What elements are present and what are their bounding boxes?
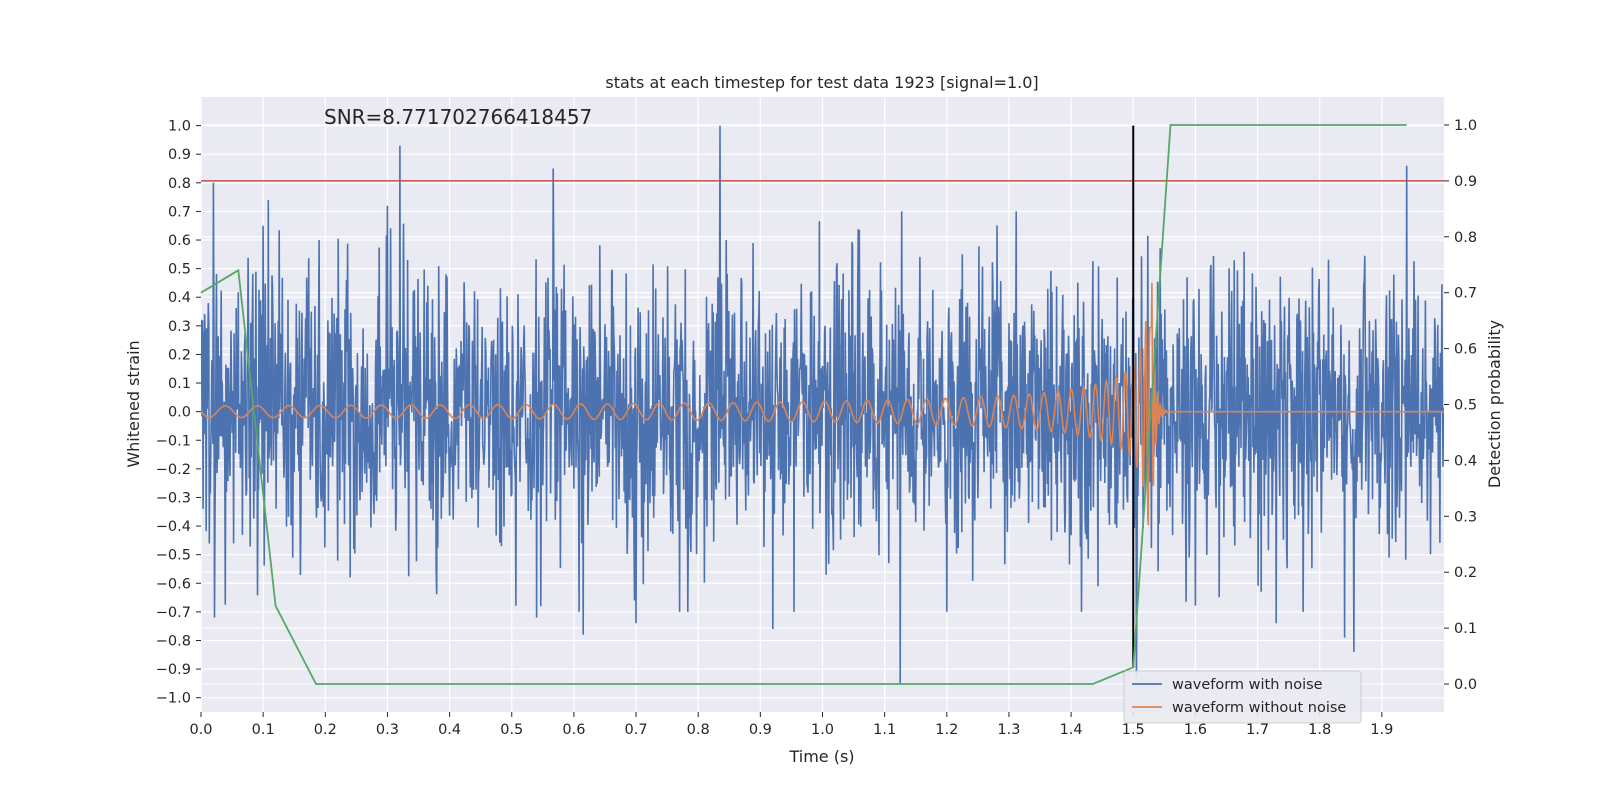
x-tick-label: 0.0 [189, 722, 212, 738]
y-tick-label: −0.2 [156, 462, 191, 478]
x-tick-label: 1.0 [811, 722, 834, 738]
x-tick-label: 1.4 [1060, 722, 1083, 738]
x-tick-label: 0.8 [687, 722, 710, 738]
y2-tick-label: 0.1 [1454, 621, 1477, 637]
x-tick-label: 0.6 [562, 722, 585, 738]
y2-tick-label: 0.5 [1454, 398, 1477, 414]
x-tick-label: 0.4 [438, 722, 461, 738]
y-tick-label: −0.9 [156, 662, 191, 678]
y2-tick-label: 0.9 [1454, 174, 1477, 190]
y-tick-label: 0.6 [168, 233, 191, 249]
x-tick-label: 1.8 [1308, 722, 1331, 738]
x-tick-label: 1.1 [873, 722, 896, 738]
y2-tick-label: 0.4 [1454, 453, 1477, 469]
y2-axis-label: Detection probability [1485, 320, 1504, 488]
series-layer [200, 124, 1444, 685]
series-detection-probability [200, 124, 1407, 685]
y-tick-label: 0.5 [168, 262, 191, 278]
y-tick-label: −0.3 [156, 490, 191, 506]
x-tick-label: 0.5 [500, 722, 523, 738]
legend-label-noise: waveform with noise [1172, 677, 1323, 693]
snr-annotation: SNR=8.771702766418457 [324, 105, 592, 129]
y-tick-label: 0.3 [168, 319, 191, 335]
y-axis-label: Whitened strain [124, 340, 143, 467]
y-tick-label: −0.4 [156, 519, 191, 535]
y-tick-label: −0.5 [156, 548, 191, 564]
x-axis-label: Time (s) [788, 747, 854, 766]
y-tick-label: −0.1 [156, 433, 191, 449]
y2-tick-label: 0.7 [1454, 286, 1477, 302]
y-tick-label: 0.2 [168, 347, 191, 363]
x-tick-label: 1.6 [1184, 722, 1207, 738]
tick-layer: 0.0 0.1 0.2 0.3 0.4 0.5 0.6 0.7 0.8 0.9 1.0 1.1 1.2 1… [156, 118, 1477, 738]
x-tick-label: 1.5 [1122, 722, 1145, 738]
y-tick-label: −1.0 [156, 691, 191, 707]
y2-tick-label: 1.0 [1454, 118, 1477, 134]
y2-tick-label: 0.8 [1454, 230, 1477, 246]
y2-tick-label: 0.6 [1454, 342, 1477, 358]
y-tick-label: 0.7 [168, 204, 191, 220]
y-tick-label: 1.0 [168, 119, 191, 135]
y-tick-label: 0.4 [168, 290, 191, 306]
y2-tick-label: 0.0 [1454, 677, 1477, 693]
y2-tick-label: 0.3 [1454, 509, 1477, 525]
x-tick-label: 1.3 [997, 722, 1020, 738]
x-tick-label: 1.9 [1370, 722, 1393, 738]
x-tick-label: 0.3 [376, 722, 399, 738]
y-tick-label: 0.1 [168, 376, 191, 392]
legend-box [1123, 670, 1362, 724]
y-tick-label: 0.9 [168, 147, 191, 163]
x-tick-label: 0.7 [625, 722, 648, 738]
legend-label-clean: waveform without noise [1172, 700, 1346, 716]
x-tick-label: 1.2 [935, 722, 958, 738]
y-tick-label: −0.8 [156, 633, 191, 649]
y2-tick-label: 0.2 [1454, 565, 1477, 581]
y-tick-label: 0.0 [168, 405, 191, 421]
y-tick-label: −0.7 [156, 605, 191, 621]
chart-title: stats at each timestep for test data 192… [605, 73, 1038, 92]
x-tick-label: 1.7 [1246, 722, 1269, 738]
x-tick-label: 0.1 [252, 722, 275, 738]
x-tick-label: 0.9 [749, 722, 772, 738]
y-tick-label: −0.6 [156, 576, 191, 592]
x-tick-label: 0.2 [314, 722, 337, 738]
y-tick-label: 0.8 [168, 176, 191, 192]
legend: waveform with noise waveform without noi… [1123, 670, 1362, 724]
series-waveform-without-noise [201, 282, 1444, 526]
